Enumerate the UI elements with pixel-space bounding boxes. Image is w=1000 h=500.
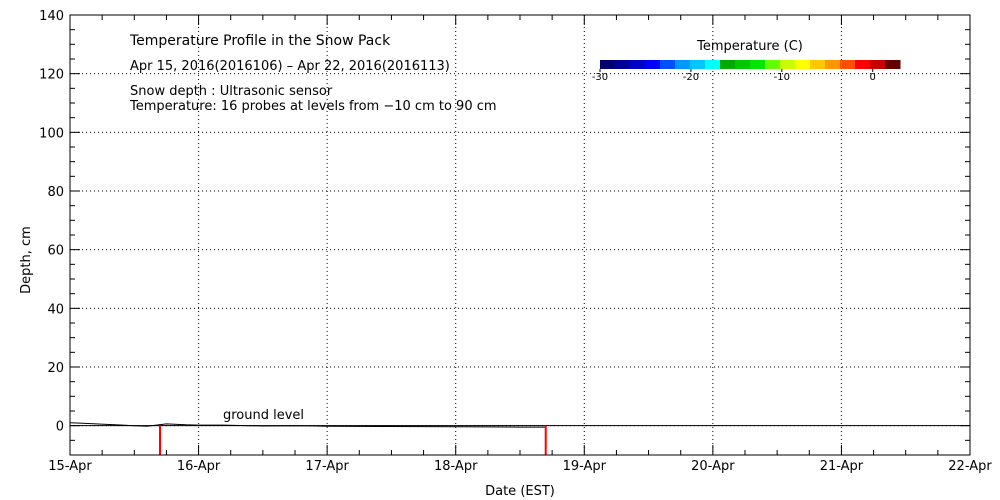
colorbar-cell	[735, 60, 751, 69]
note-temperature: Temperature: 16 probes at levels from −1…	[129, 99, 497, 114]
colorbar-cell	[885, 60, 901, 69]
y-tick-label: 60	[47, 244, 64, 259]
y-tick-label: 140	[39, 9, 64, 24]
y-tick-label: 80	[47, 185, 64, 200]
snow-depth-line	[69, 422, 546, 428]
x-tick-label: 18-Apr	[434, 459, 478, 474]
colorbar-tick-label: -30	[592, 72, 608, 83]
y-tick-label: 0	[56, 420, 64, 435]
tick-marks	[69, 14, 971, 456]
series-layer	[69, 422, 970, 428]
colorbar-tick-label: -20	[683, 72, 699, 83]
y-tick-label: 120	[39, 68, 64, 83]
colorbar: Temperature (C) -30 -20 -10 0	[592, 39, 901, 83]
colorbar-cell	[795, 60, 811, 69]
colorbar-cell	[630, 60, 646, 69]
colorbar-cell	[855, 60, 871, 69]
grid-lines	[70, 15, 970, 455]
colorbar-cell	[825, 60, 841, 69]
colorbar-cell	[600, 60, 616, 69]
x-tick-label: 22-Apr	[948, 459, 992, 474]
x-tick-label: 21-Apr	[820, 459, 864, 474]
y-tick-label: 20	[47, 361, 64, 376]
colorbar-tick-label: -10	[774, 72, 790, 83]
colorbar-cell	[780, 60, 796, 69]
colorbar-cell	[660, 60, 676, 69]
colorbar-cell	[765, 60, 781, 69]
colorbar-cell	[615, 60, 631, 69]
x-tick-label: 20-Apr	[691, 459, 735, 474]
chart-subtitle: Apr 15, 2016(2016106) – Apr 22, 2016(201…	[130, 59, 450, 74]
colorbar-cell	[675, 60, 691, 69]
colorbar-cell	[750, 60, 766, 69]
x-tick-label: 16-Apr	[177, 459, 221, 474]
y-tick-labels: 0 20 40 60 80 100 120 140	[39, 9, 64, 435]
colorbar-cell	[840, 60, 856, 69]
y-axis-label: Depth, cm	[19, 226, 34, 294]
x-tick-label: 15-Apr	[48, 459, 92, 474]
x-tick-label: 17-Apr	[305, 459, 349, 474]
colorbar-cells	[600, 60, 901, 69]
y-tick-label: 40	[47, 302, 64, 317]
colorbar-ticks: -30 -20 -10 0	[592, 69, 876, 83]
colorbar-cell	[810, 60, 826, 69]
colorbar-title: Temperature (C)	[696, 39, 803, 54]
colorbar-cell	[690, 60, 706, 69]
x-axis-label: Date (EST)	[485, 484, 555, 499]
chart-title: Temperature Profile in the Snow Pack	[129, 33, 391, 49]
x-tick-labels: 15-Apr 16-Apr 17-Apr 18-Apr 19-Apr 20-Apr 21-A…	[48, 459, 992, 474]
colorbar-cell	[720, 60, 736, 69]
colorbar-cell	[705, 60, 721, 69]
colorbar-cell	[645, 60, 661, 69]
colorbar-tick-label: 0	[870, 72, 876, 83]
y-tick-label: 100	[39, 126, 64, 141]
ground-level-label: ground level	[223, 408, 304, 423]
plot-frame	[69, 14, 971, 456]
x-tick-label: 19-Apr	[563, 459, 607, 474]
note-snow-depth: Snow depth : Ultrasonic sensor	[130, 84, 333, 99]
colorbar-cell	[870, 60, 886, 69]
plot-area	[70, 15, 970, 455]
marker-layer	[159, 425, 547, 455]
